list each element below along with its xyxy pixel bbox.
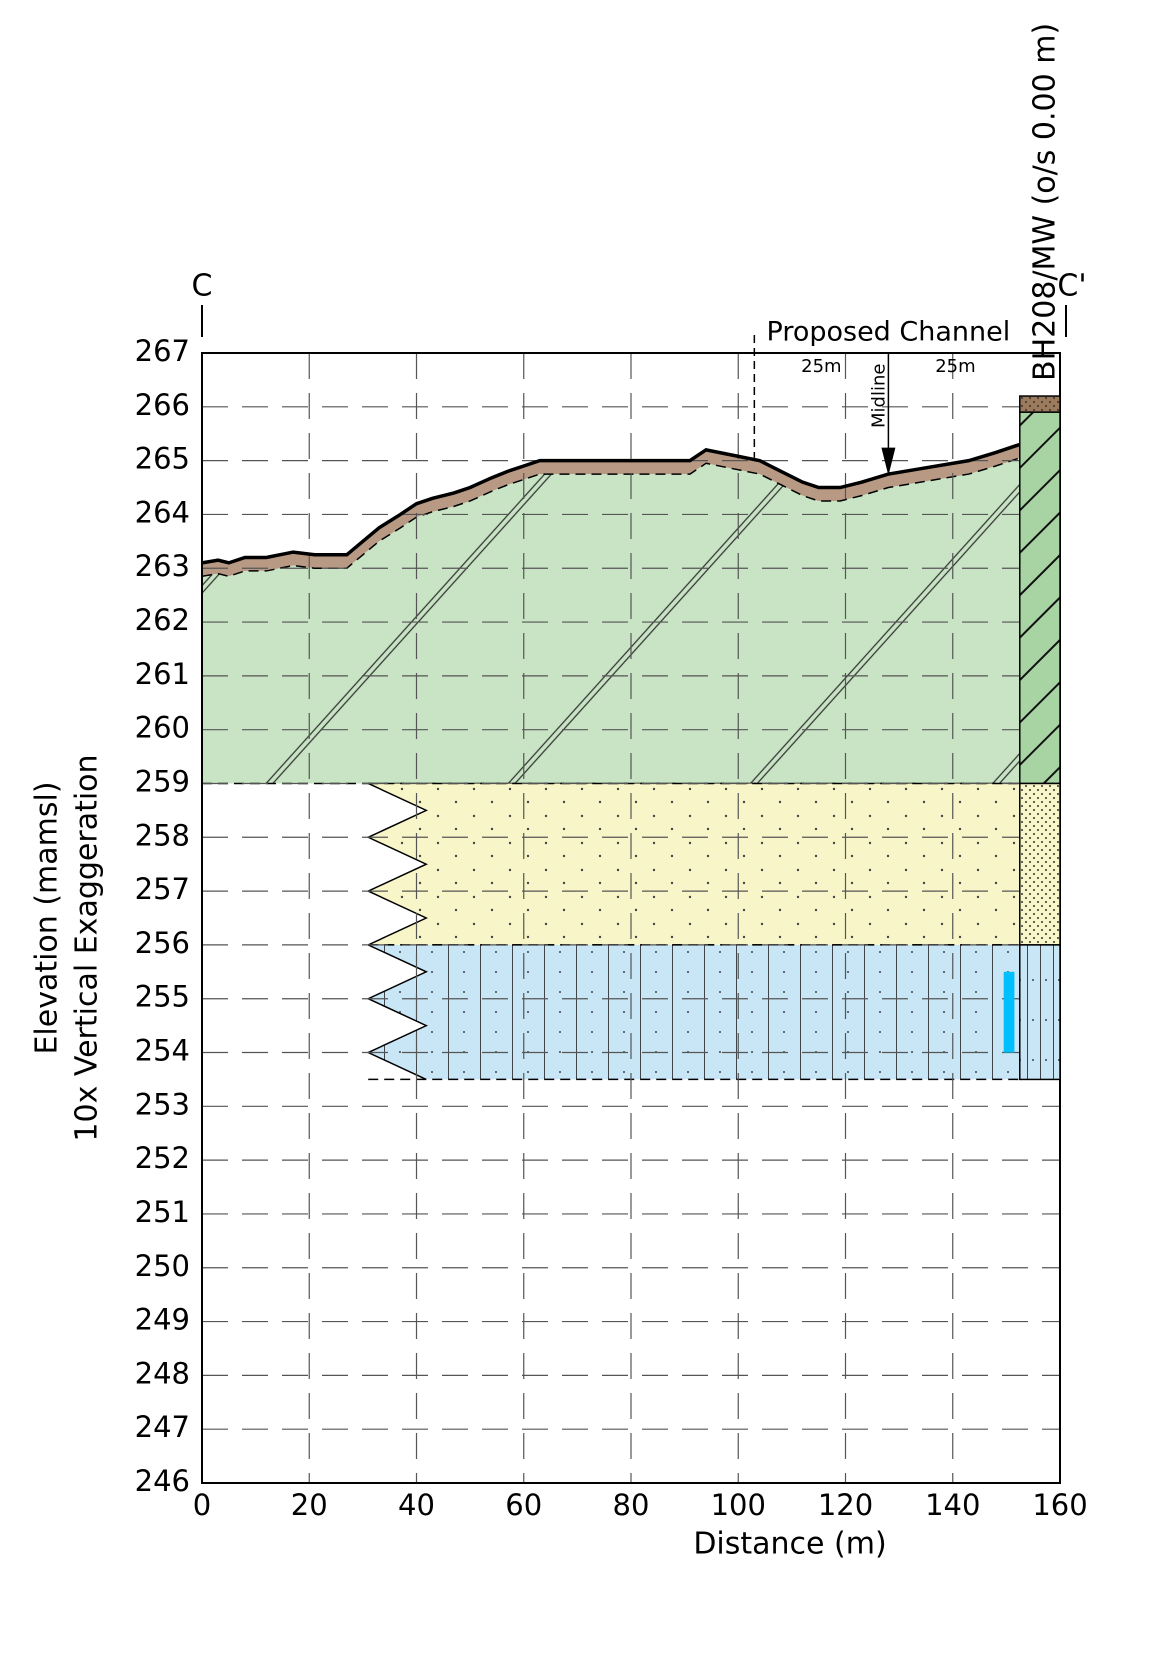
section-label: C': [1057, 269, 1086, 304]
cross-section-chart: 246 247 248 249 250 251 252 253 254 255 256 257 258 2…: [0, 0, 1159, 1661]
borehole-pattern: [1020, 783, 1060, 944]
y-axis-label: Elevation (mamsl): [30, 781, 65, 1054]
y-tick-label: 258: [135, 818, 190, 852]
y-tick-label: 250: [135, 1249, 190, 1283]
x-tick-label: 60: [505, 1488, 542, 1522]
y-tick-label: 254: [135, 1034, 190, 1068]
y-tick-label: 249: [135, 1303, 190, 1337]
x-tick-label: 100: [711, 1488, 766, 1522]
x-tick-label: 40: [398, 1488, 435, 1522]
borehole-pattern: [1020, 412, 1060, 783]
y-tick-label: 261: [135, 657, 190, 691]
x-tick-label: 160: [1032, 1488, 1087, 1522]
x-tick-label: 140: [925, 1488, 980, 1522]
y-tick-label: 256: [135, 926, 190, 960]
x-tick-label: 0: [193, 1488, 211, 1522]
y-tick-label: 252: [135, 1141, 190, 1175]
y-tick-label: 255: [135, 980, 190, 1014]
y-tick-label: 265: [135, 442, 190, 476]
y-tick-label: 248: [135, 1356, 190, 1390]
well-screen: [1004, 972, 1015, 1053]
half-width-label: 25m: [801, 356, 841, 377]
y-tick-label: 264: [135, 495, 190, 529]
y-tick-label: 246: [135, 1464, 190, 1498]
x-axis-label: Distance (m): [693, 1527, 886, 1562]
half-width-label: 25m: [935, 356, 975, 377]
y-tick-label: 253: [135, 1087, 190, 1121]
section-label: C: [192, 269, 213, 304]
y-tick-label: 247: [135, 1410, 190, 1444]
x-tick-label: 120: [818, 1488, 873, 1522]
y-axis-sublabel: 10x Vertical Exaggeration: [70, 754, 105, 1141]
till-hatch: [202, 458, 1020, 784]
borehole-label: BH208/MW (o/s 0.00 m): [1028, 23, 1063, 381]
y-tick-label: 262: [135, 603, 190, 637]
borehole-pattern: [1020, 945, 1060, 1080]
y-tick-label: 260: [135, 711, 190, 745]
channel-label: Proposed Channel: [767, 317, 1011, 348]
layer-pattern: [368, 945, 1020, 1080]
y-tick-label: 257: [135, 872, 190, 906]
y-tick-label: 267: [135, 334, 190, 368]
midline-label: Midline: [868, 364, 889, 428]
y-tick-label: 263: [135, 549, 190, 583]
layer-edge: [368, 783, 426, 944]
x-tick-label: 20: [291, 1488, 328, 1522]
borehole-pattern: [1020, 396, 1060, 412]
layer-pattern: [368, 783, 1020, 944]
y-tick-label: 259: [135, 764, 190, 798]
x-tick-label: 80: [613, 1488, 650, 1522]
y-tick-label: 266: [135, 388, 190, 422]
y-tick-label: 251: [135, 1195, 190, 1229]
